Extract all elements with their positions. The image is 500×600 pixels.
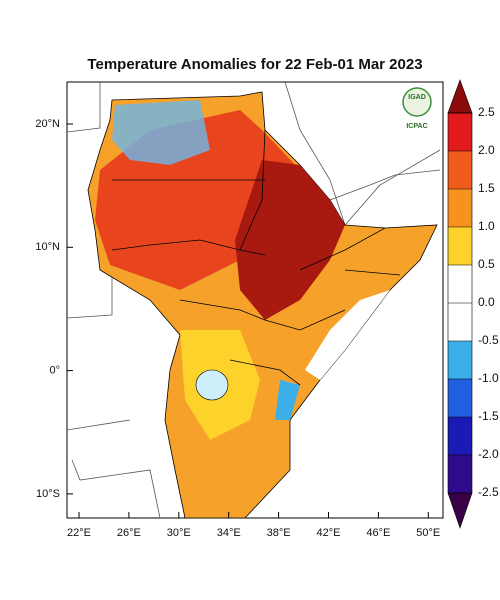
logo: IGAD ICPAC: [402, 87, 432, 130]
colorbar: 2.5 2.0 1.5 1.0 0.5 0.0 -0.5 -1.0 -1.5 -2.0 -2.5: [447, 79, 499, 529]
colorbar-segment: [448, 379, 472, 417]
logo-badge: [402, 87, 432, 117]
lon-label: 30°E: [167, 527, 191, 539]
colorbar-label: 1.0: [478, 219, 495, 233]
colorbar-label: -1.5: [478, 409, 499, 423]
lon-label: 38°E: [267, 527, 291, 539]
colorbar-label: -2.0: [478, 447, 499, 461]
country-borders: [111, 129, 401, 386]
lat-label: 10°S: [36, 488, 60, 500]
cool-coast: [275, 380, 300, 420]
map-title: Temperature Anomalies for 22 Feb-01 Mar …: [87, 56, 422, 73]
colorbar-segment: [448, 303, 472, 341]
hot-region: [235, 160, 345, 320]
colorbar-label: -0.5: [478, 333, 499, 347]
colorbar-label: 0.5: [478, 257, 495, 271]
colorbar-segment: [448, 189, 472, 227]
axes: 22°E 26°E 30°E 34°E 38°E 42°E 46°E 50°E 20°N 10°N…: [35, 118, 440, 539]
lat-label: 20°N: [35, 118, 60, 130]
colorbar-label: 2.0: [478, 143, 495, 157]
colorbar-segment: [448, 113, 472, 151]
lon-label: 42°E: [317, 527, 341, 539]
neutral-patch: [305, 290, 390, 380]
lake-victoria: [195, 369, 229, 401]
map-panel: IGAD ICPAC: [66, 81, 444, 519]
colorbar-label: -1.0: [478, 371, 499, 385]
colorbar-low-tip: [447, 492, 473, 529]
colorbar-segment: [448, 151, 472, 189]
lon-label: 46°E: [366, 527, 390, 539]
lat-label: 10°N: [35, 241, 60, 253]
lon-label: 50°E: [416, 527, 440, 539]
lon-label: 22°E: [67, 527, 91, 539]
colorbar-segment: [448, 227, 472, 265]
colorbar-segment: [448, 455, 472, 493]
colorbar-segment: [448, 265, 472, 303]
colorbar-high-tip: [447, 79, 473, 114]
lon-label: 26°E: [117, 527, 141, 539]
lat-label: 0°: [49, 365, 60, 377]
colorbar-label: 0.0: [478, 295, 495, 309]
colorbar-label: 1.5: [478, 181, 495, 195]
colorbar-label: 2.5: [478, 105, 495, 119]
colorbar-label: -2.5: [478, 485, 499, 499]
logo-top-text: IGAD: [408, 94, 426, 101]
lon-label: 34°E: [217, 527, 241, 539]
colorbar-segment: [448, 417, 472, 455]
cool-patch: [112, 100, 210, 165]
colorbar-segment: [448, 341, 472, 379]
logo-bottom-text: ICPAC: [406, 123, 427, 130]
